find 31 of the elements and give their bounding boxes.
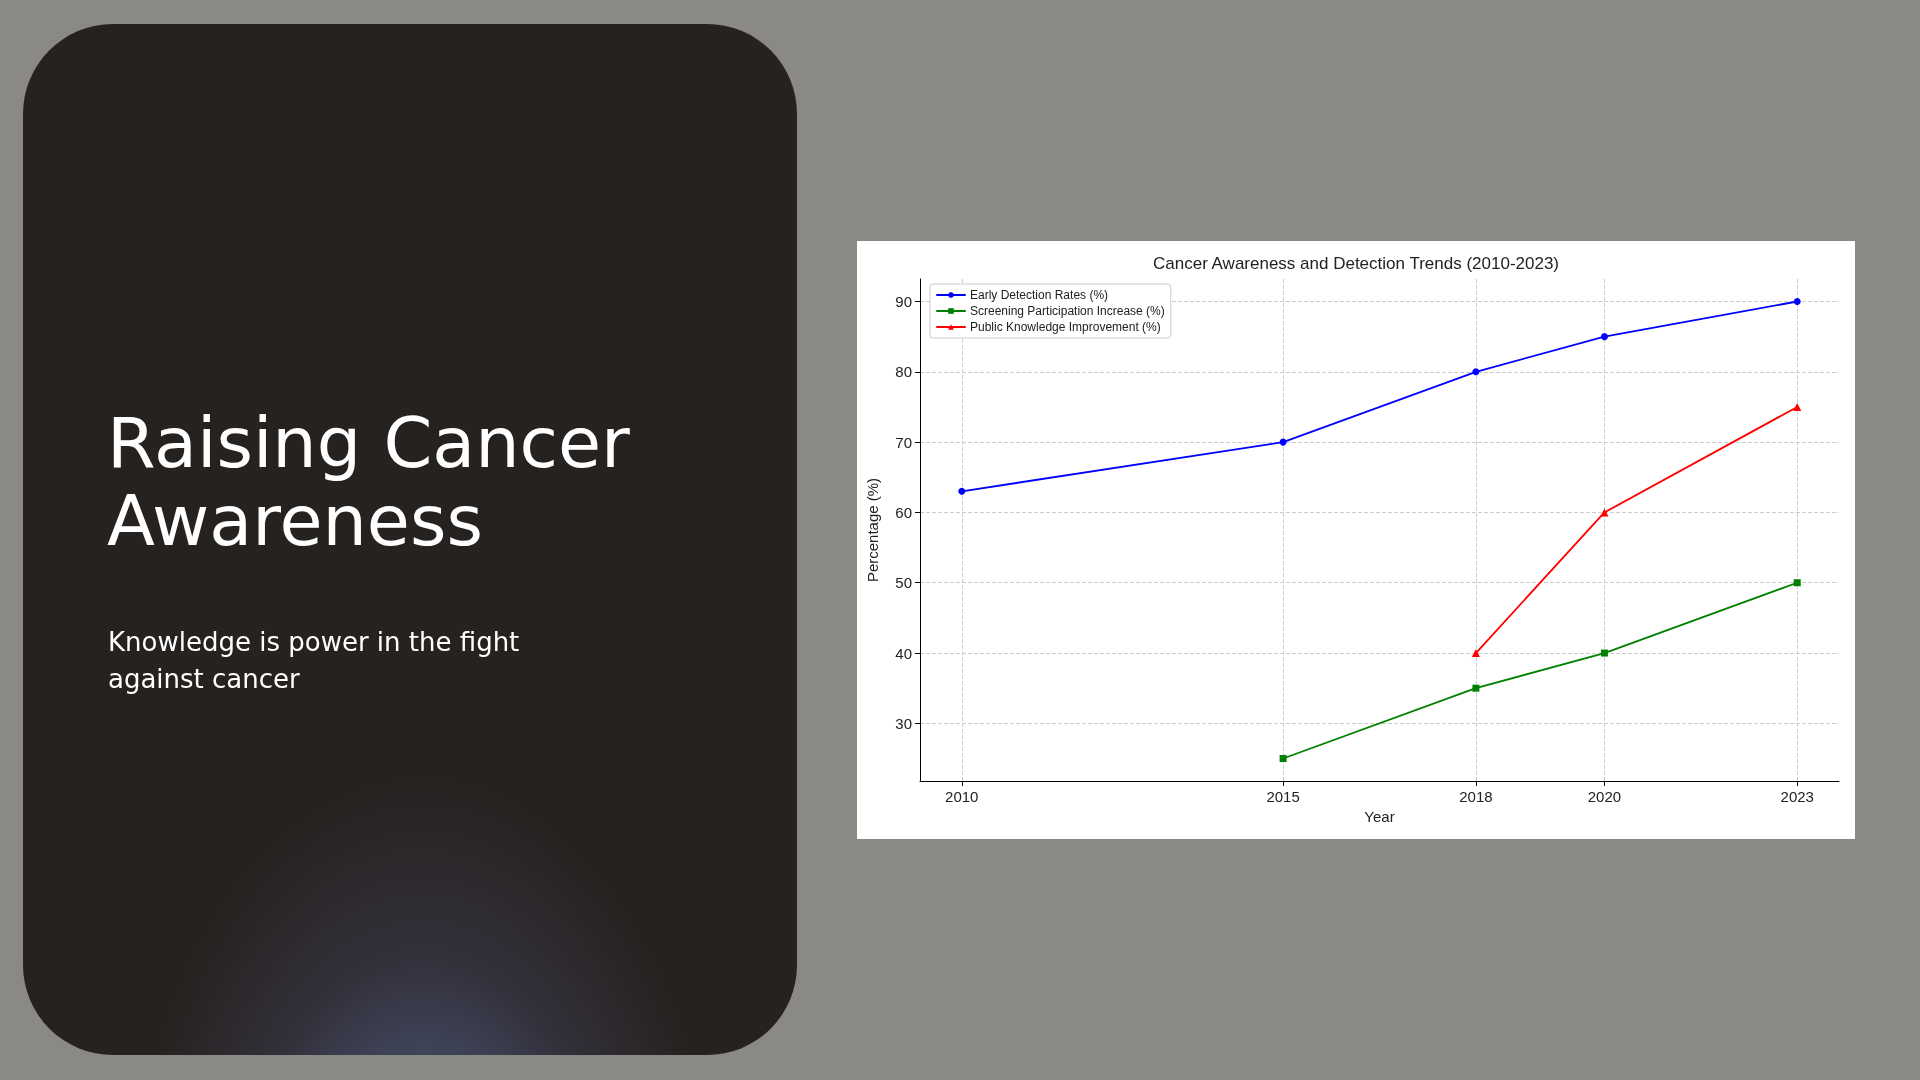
x-tick-label: 2015 bbox=[1266, 788, 1300, 805]
x-tick-label: 2023 bbox=[1780, 788, 1814, 805]
x-tick-label: 2020 bbox=[1587, 788, 1622, 805]
x-tick-label: 2018 bbox=[1459, 788, 1493, 805]
y-tick-label: 80 bbox=[895, 363, 912, 381]
y-tick-label: 50 bbox=[895, 574, 912, 592]
point bbox=[1600, 649, 1608, 657]
legend-label: Early Detection Rates (%) bbox=[970, 288, 1109, 302]
y-tick-label: 70 bbox=[895, 433, 912, 451]
x-axis-title: Year bbox=[1364, 808, 1395, 825]
point bbox=[1793, 298, 1801, 305]
y-tick-label: 40 bbox=[895, 644, 912, 662]
legend-label: Screening Participation Increase (%) bbox=[970, 304, 1165, 318]
point bbox=[1600, 333, 1608, 341]
legend-label: Public Knowledge Improvement (%) bbox=[970, 320, 1161, 334]
chart-title: Cancer Awareness and Detection Trends (2010-2023) bbox=[1152, 254, 1560, 273]
y-axis-title: Percentage (%) bbox=[864, 477, 881, 583]
point bbox=[1472, 368, 1480, 376]
point bbox=[1279, 438, 1287, 446]
y-tick-label: 30 bbox=[895, 714, 912, 732]
point bbox=[1471, 649, 1480, 658]
y-tick-label: 90 bbox=[895, 293, 912, 310]
point bbox=[1793, 402, 1802, 411]
point bbox=[1472, 684, 1480, 692]
y-tick-label: 60 bbox=[895, 503, 912, 521]
point bbox=[958, 487, 966, 495]
text: Raising Cancer Awareness bbox=[107, 402, 631, 562]
x-tick-label: 2010 bbox=[945, 788, 979, 805]
point bbox=[1279, 755, 1287, 762]
point bbox=[1793, 579, 1801, 587]
text: Knowledge is power in the fight against cancer bbox=[108, 626, 521, 696]
